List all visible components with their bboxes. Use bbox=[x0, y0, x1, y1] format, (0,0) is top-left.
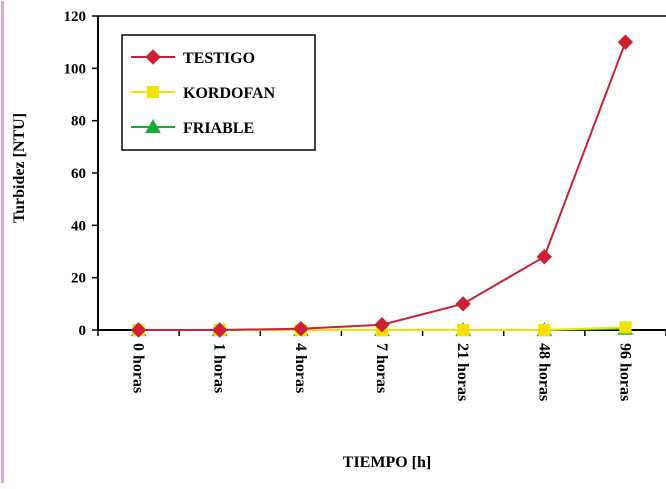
x-tick-label: 48 horas bbox=[535, 343, 552, 401]
y-tick-label: 120 bbox=[64, 9, 87, 25]
left-frame-border bbox=[1, 1, 4, 483]
data-point-testigo bbox=[537, 250, 551, 264]
legend-label-friable: FRIABLE bbox=[183, 120, 254, 137]
x-tick-label: 21 horas bbox=[454, 343, 471, 401]
plot-area: 0 20 40 60 80 100 120 0 horas 1 horas 4 horas 7 ho… bbox=[64, 9, 666, 401]
legend-marker-kordofan bbox=[147, 86, 158, 97]
data-point-kordofan bbox=[539, 324, 550, 335]
legend-label-kordofan: KORDOFAN bbox=[183, 85, 276, 102]
data-point-testigo bbox=[456, 297, 470, 311]
x-tick-label: 0 horas bbox=[130, 343, 147, 393]
data-point-kordofan bbox=[458, 324, 469, 335]
y-tick-label: 100 bbox=[64, 61, 87, 77]
x-tick-label: 4 horas bbox=[292, 343, 309, 393]
y-tick-label: 40 bbox=[71, 218, 86, 234]
x-axis-title: TIEMPO [h] bbox=[343, 454, 431, 471]
x-tick-label: 7 horas bbox=[373, 343, 390, 393]
data-point-testigo bbox=[618, 35, 632, 49]
y-tick-label: 60 bbox=[71, 166, 86, 182]
x-tick-label: 96 horas bbox=[616, 343, 633, 401]
y-tick-label: 20 bbox=[71, 271, 86, 287]
y-tick-label: 80 bbox=[71, 114, 86, 130]
legend-label-testigo: TESTIGO bbox=[183, 50, 255, 67]
data-point-kordofan bbox=[620, 322, 631, 333]
y-tick-label: 0 bbox=[79, 323, 87, 339]
y-axis-title: Turbidez [NTU] bbox=[11, 113, 28, 223]
x-tick-label: 1 horas bbox=[211, 343, 228, 393]
